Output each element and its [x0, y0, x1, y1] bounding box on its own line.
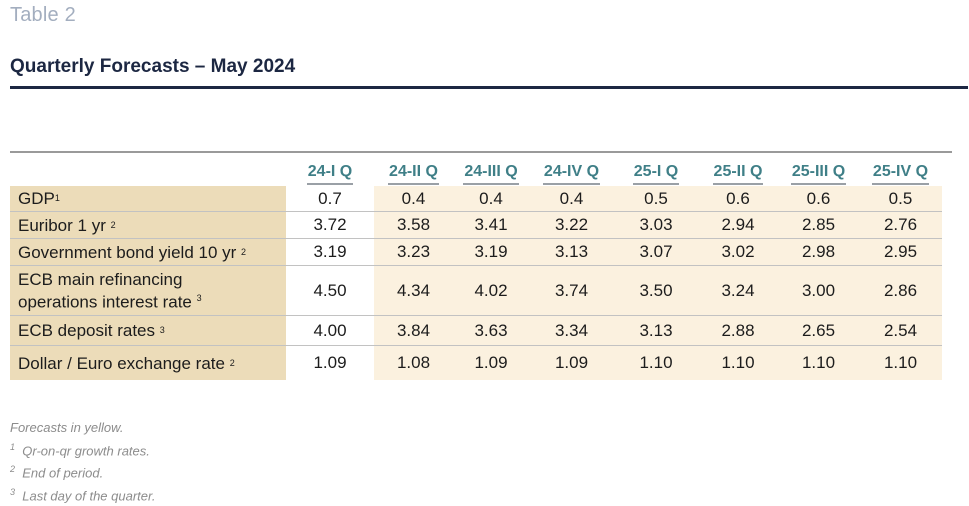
- row-label-ecb-refinancing: ECB main refinancing operations interest…: [10, 266, 286, 316]
- value-cell: 3.22: [529, 212, 614, 239]
- col-header: 24-II Q: [374, 153, 453, 186]
- value-cell: 0.5: [614, 186, 698, 212]
- value-cell: 0.4: [529, 186, 614, 212]
- col-header: 24-I Q: [286, 153, 374, 186]
- value-cell: 2.98: [778, 239, 859, 266]
- value-cell: 1.09: [286, 346, 374, 380]
- value-cell: 2.95: [859, 239, 942, 266]
- row-label-bond-yield: Government bond yield 10 yr 2: [10, 239, 286, 266]
- value-cell: 4.02: [453, 266, 529, 316]
- value-cell: 2.76: [859, 212, 942, 239]
- value-cell: 4.34: [374, 266, 453, 316]
- value-cell: 3.03: [614, 212, 698, 239]
- value-cell: 2.65: [778, 316, 859, 346]
- value-cell: 3.50: [614, 266, 698, 316]
- footnote-forecasts: Forecasts in yellow.: [10, 420, 124, 435]
- value-cell: 1.09: [453, 346, 529, 380]
- value-cell: 2.86: [859, 266, 942, 316]
- value-cell: 0.7: [286, 186, 374, 212]
- footnote-3: 3 Last day of the quarter.: [10, 487, 156, 504]
- col-header: 24-IV Q: [529, 153, 614, 186]
- footnote-2: 2 End of period.: [10, 464, 104, 481]
- value-cell: 1.10: [698, 346, 778, 380]
- value-cell: 3.23: [374, 239, 453, 266]
- value-cell: 0.5: [859, 186, 942, 212]
- row-label-ecb-deposit: ECB deposit rates 3: [10, 316, 286, 346]
- table-number: Table 2: [10, 4, 76, 26]
- forecast-table: 24-I Q 24-II Q 24-III Q 24-IV Q 25-I Q 2…: [10, 153, 952, 380]
- row-label-euribor: Euribor 1 yr 2: [10, 212, 286, 239]
- col-header: 25-III Q: [778, 153, 859, 186]
- table-title: Quarterly Forecasts – May 2024: [10, 56, 296, 77]
- value-cell: 3.02: [698, 239, 778, 266]
- value-cell: 4.00: [286, 316, 374, 346]
- title-rule: [10, 86, 968, 89]
- value-cell: 1.10: [614, 346, 698, 380]
- value-cell: 0.4: [453, 186, 529, 212]
- value-cell: 2.54: [859, 316, 942, 346]
- row-label-gdp: GDP 1: [10, 186, 286, 212]
- value-cell: 3.63: [453, 316, 529, 346]
- value-cell: 3.19: [453, 239, 529, 266]
- col-header: 25-IV Q: [859, 153, 942, 186]
- value-cell: 1.10: [778, 346, 859, 380]
- row-label-exchange-rate: Dollar / Euro exchange rate 2: [10, 346, 286, 380]
- footnote-1: 1 Qr-on-qr growth rates.: [10, 441, 150, 458]
- value-cell: 3.00: [778, 266, 859, 316]
- col-header: 24-III Q: [453, 153, 529, 186]
- value-cell: 3.13: [614, 316, 698, 346]
- value-cell: 0.6: [698, 186, 778, 212]
- value-cell: 4.50: [286, 266, 374, 316]
- table-top-rule: [10, 151, 952, 153]
- value-cell: 3.41: [453, 212, 529, 239]
- header-corner: [10, 153, 286, 186]
- value-cell: 1.09: [529, 346, 614, 380]
- value-cell: 3.24: [698, 266, 778, 316]
- value-cell: 3.74: [529, 266, 614, 316]
- col-header: 25-I Q: [614, 153, 698, 186]
- value-cell: 3.19: [286, 239, 374, 266]
- value-cell: 3.84: [374, 316, 453, 346]
- value-cell: 2.85: [778, 212, 859, 239]
- value-cell: 3.72: [286, 212, 374, 239]
- value-cell: 3.34: [529, 316, 614, 346]
- value-cell: 3.13: [529, 239, 614, 266]
- col-header: 25-II Q: [698, 153, 778, 186]
- value-cell: 2.94: [698, 212, 778, 239]
- value-cell: 1.08: [374, 346, 453, 380]
- value-cell: 1.10: [859, 346, 942, 380]
- value-cell: 2.88: [698, 316, 778, 346]
- value-cell: 0.6: [778, 186, 859, 212]
- value-cell: 0.4: [374, 186, 453, 212]
- footnotes: Forecasts in yellow. 1 Qr-on-qr growth r…: [10, 419, 155, 506]
- value-cell: 3.07: [614, 239, 698, 266]
- value-cell: 3.58: [374, 212, 453, 239]
